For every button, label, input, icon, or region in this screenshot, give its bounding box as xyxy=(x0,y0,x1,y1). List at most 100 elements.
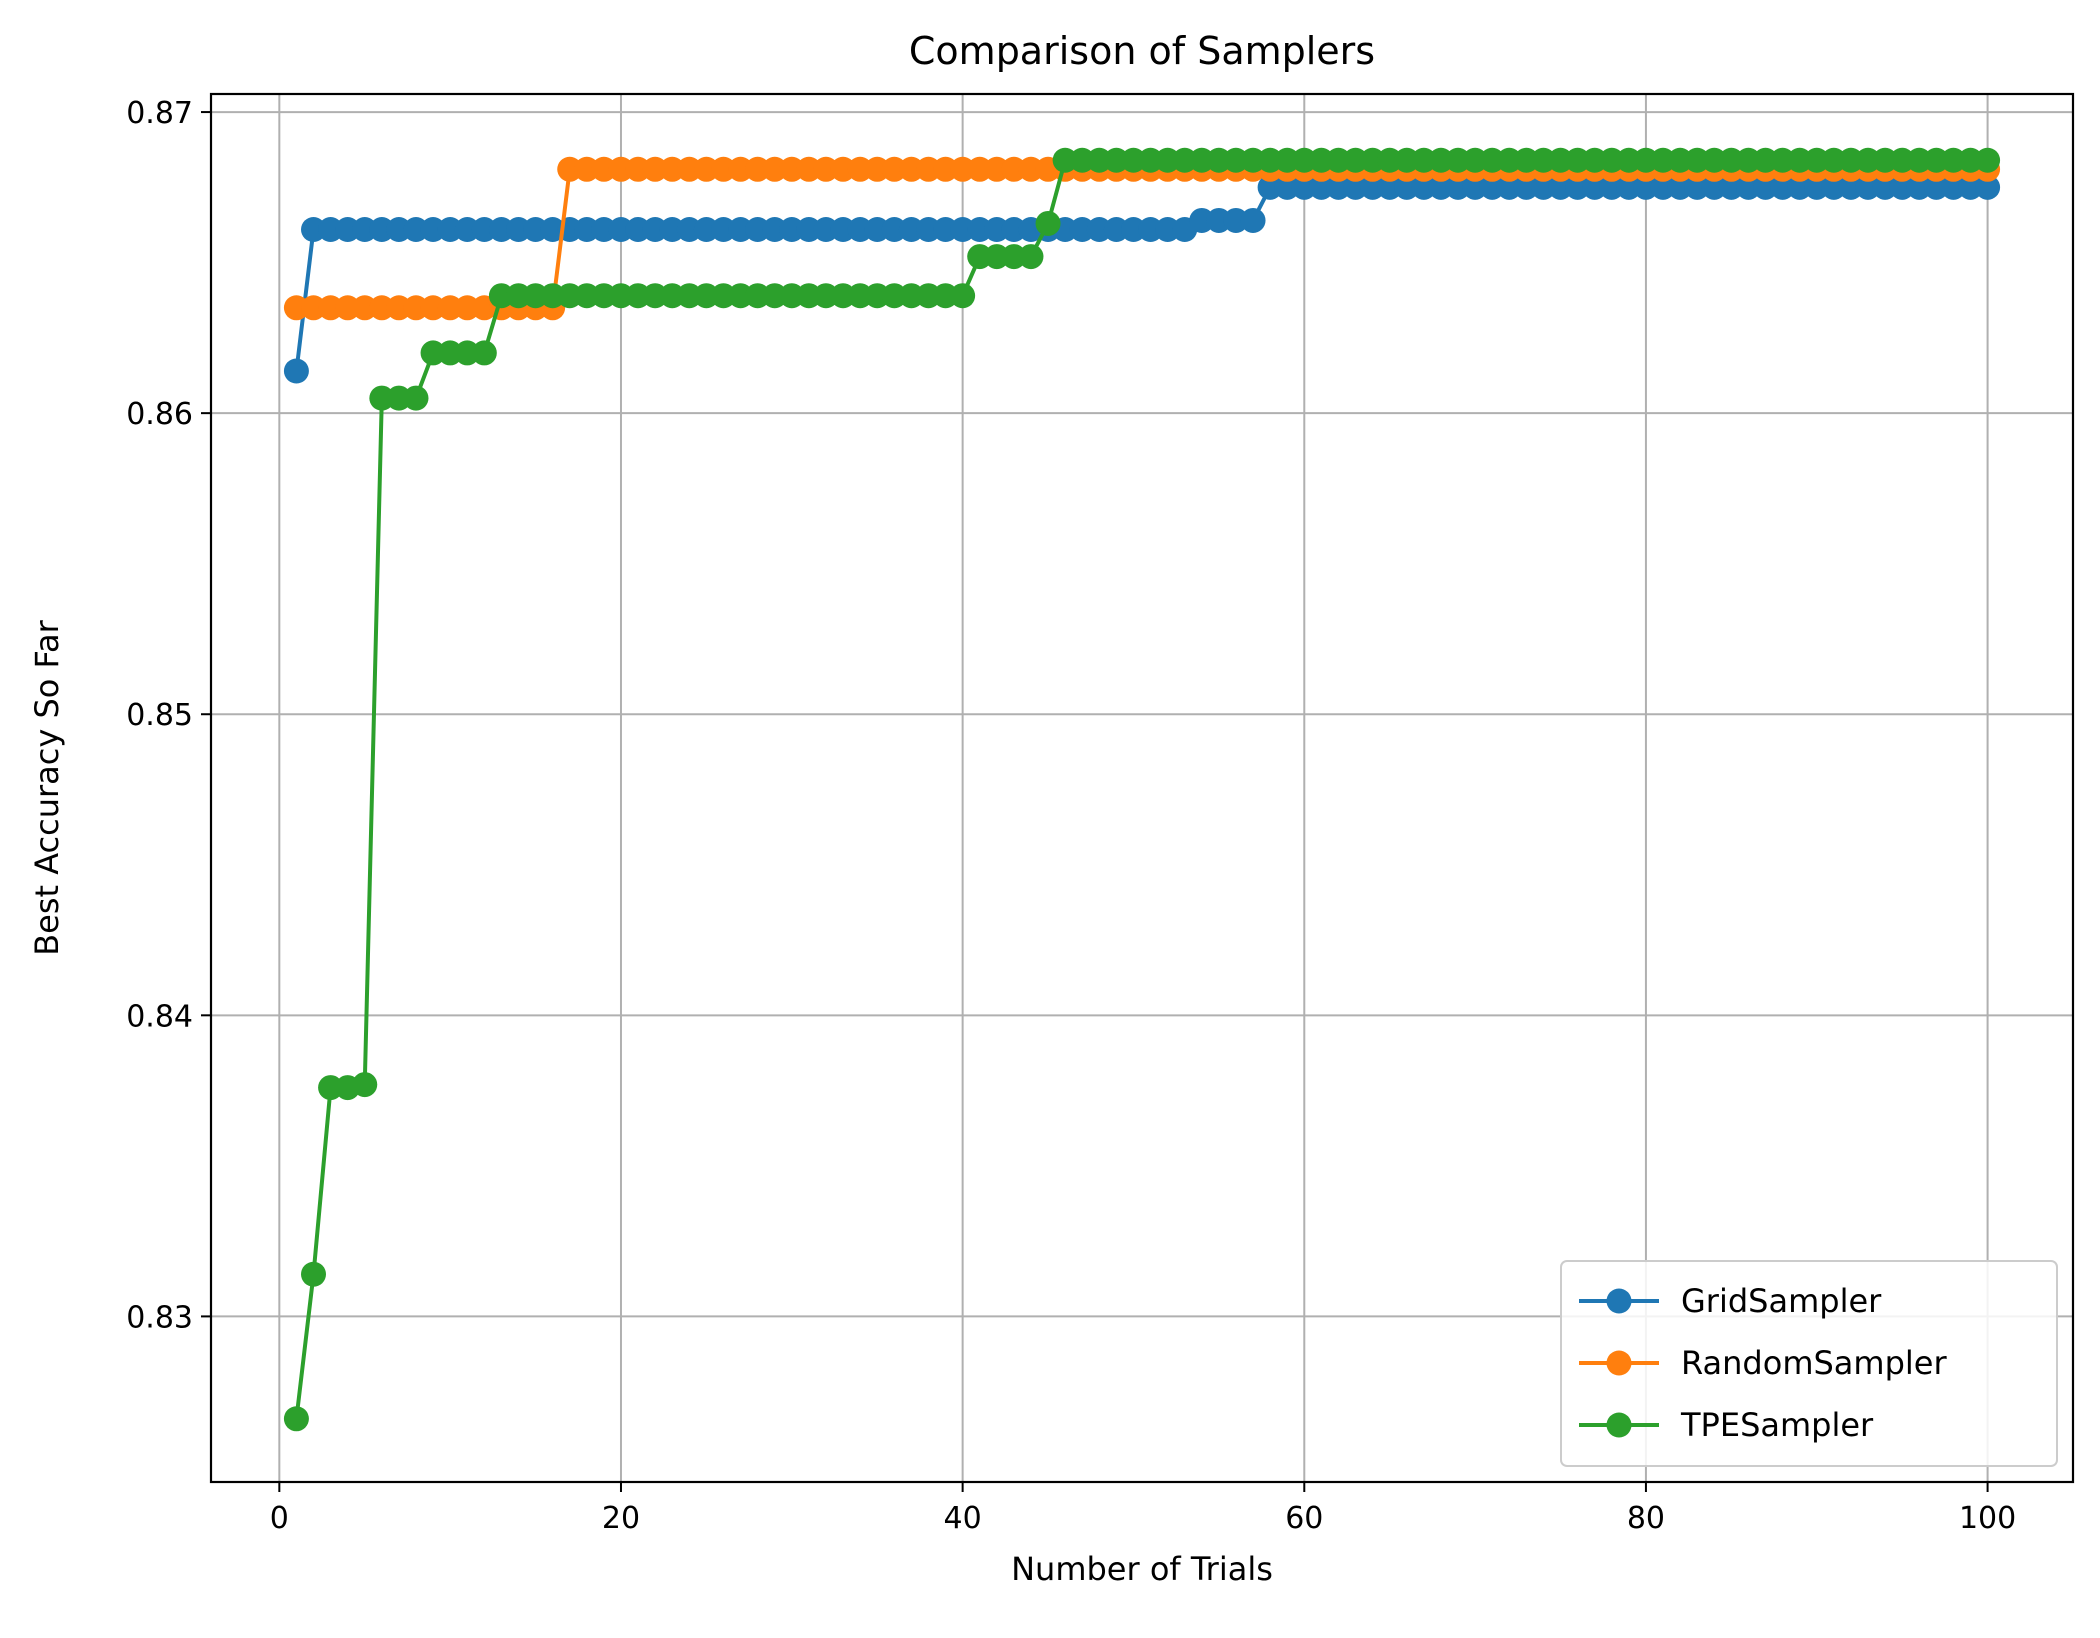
data-point xyxy=(420,216,446,242)
data-point xyxy=(1855,174,1881,200)
data-point xyxy=(301,1261,326,1287)
data-point xyxy=(1343,147,1369,173)
data-point xyxy=(608,216,634,242)
data-point xyxy=(523,216,549,242)
data-point xyxy=(403,216,429,242)
data-point xyxy=(933,216,959,242)
data-point xyxy=(591,216,617,242)
data-point xyxy=(1667,174,1693,200)
x-tick-label: 80 xyxy=(1627,1501,1665,1536)
data-point xyxy=(898,156,924,182)
data-point xyxy=(659,156,685,182)
data-point xyxy=(642,216,668,242)
y-axis-label: Best Accuracy So Far xyxy=(28,619,66,955)
data-point xyxy=(1821,174,1847,200)
data-point xyxy=(488,283,514,309)
data-point xyxy=(676,156,702,182)
data-point xyxy=(659,283,685,309)
data-point xyxy=(1291,174,1317,200)
data-point xyxy=(1804,174,1830,200)
data-point xyxy=(796,216,822,242)
data-point xyxy=(881,216,907,242)
series-TPESampler xyxy=(283,147,2001,1432)
data-point xyxy=(386,295,412,321)
data-point xyxy=(881,283,907,309)
series-layer xyxy=(283,147,2001,1432)
data-point xyxy=(437,216,463,242)
data-point xyxy=(403,385,429,411)
data-point xyxy=(1838,174,1864,200)
data-point xyxy=(898,216,924,242)
data-point xyxy=(1428,147,1454,173)
data-point xyxy=(1308,147,1334,173)
data-point xyxy=(1189,207,1215,233)
data-point xyxy=(1650,174,1676,200)
data-point xyxy=(1701,147,1727,173)
data-point xyxy=(1582,147,1608,173)
data-point xyxy=(762,283,788,309)
data-point xyxy=(369,385,395,411)
data-point xyxy=(728,216,754,242)
data-point xyxy=(1479,174,1505,200)
data-point xyxy=(693,156,719,182)
data-point xyxy=(915,216,941,242)
data-point xyxy=(1411,147,1437,173)
data-point xyxy=(676,216,702,242)
legend-items: GridSampler RandomSampler TPESampler xyxy=(1579,1282,1947,1444)
plot-frame xyxy=(209,92,2075,1484)
data-point xyxy=(1086,147,1112,173)
data-point xyxy=(352,216,378,242)
data-point xyxy=(591,156,617,182)
data-point xyxy=(505,283,531,309)
data-point xyxy=(967,156,993,182)
y-tick-label: 0.83 xyxy=(126,1300,193,1335)
data-point xyxy=(881,156,907,182)
data-point xyxy=(1001,216,1027,242)
data-point xyxy=(1889,174,1915,200)
data-point xyxy=(830,283,856,309)
x-tick-label: 60 xyxy=(1285,1501,1323,1536)
data-point xyxy=(1001,244,1027,270)
data-point xyxy=(642,283,668,309)
data-point xyxy=(984,244,1010,270)
data-point xyxy=(1684,174,1710,200)
data-point xyxy=(1906,174,1932,200)
data-point xyxy=(984,156,1010,182)
series-GridSampler xyxy=(283,174,2001,384)
data-point xyxy=(574,283,600,309)
data-point xyxy=(1291,147,1317,173)
data-point xyxy=(1377,174,1403,200)
data-point xyxy=(984,216,1010,242)
x-axis-label: Number of Trials xyxy=(1011,1550,1273,1588)
data-point xyxy=(1872,174,1898,200)
legend-marker xyxy=(1606,1288,1632,1314)
data-point xyxy=(796,283,822,309)
data-point xyxy=(1599,174,1625,200)
legend-item: RandomSampler xyxy=(1579,1344,1947,1382)
data-point xyxy=(1377,147,1403,173)
data-point xyxy=(1428,174,1454,200)
data-point xyxy=(1308,174,1334,200)
data-point xyxy=(1718,147,1744,173)
data-point xyxy=(967,244,993,270)
data-point xyxy=(1958,147,1983,173)
data-point xyxy=(1735,147,1761,173)
data-point xyxy=(403,295,429,321)
data-point xyxy=(1565,147,1591,173)
data-point xyxy=(1103,216,1129,242)
data-point xyxy=(1940,174,1966,200)
data-point xyxy=(1001,156,1027,182)
data-point xyxy=(420,340,446,366)
data-point xyxy=(1616,147,1642,173)
data-point xyxy=(386,385,412,411)
data-point xyxy=(1257,174,1283,200)
data-point xyxy=(1940,147,1966,173)
data-point xyxy=(608,156,634,182)
data-point xyxy=(386,216,412,242)
data-point xyxy=(283,358,309,384)
data-point xyxy=(762,216,788,242)
legend-marker xyxy=(1606,1350,1632,1376)
data-point xyxy=(1069,147,1095,173)
data-point xyxy=(1753,174,1779,200)
data-point xyxy=(1787,147,1813,173)
